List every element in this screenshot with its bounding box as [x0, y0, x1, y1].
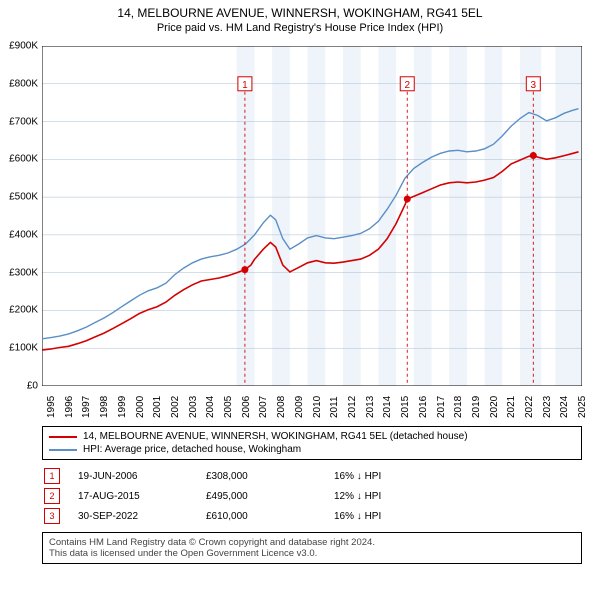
- y-axis-label: £700K: [0, 116, 38, 127]
- legend-label: HPI: Average price, detached house, Woki…: [83, 444, 301, 455]
- legend: 14, MELBOURNE AVENUE, WINNERSH, WOKINGHA…: [42, 426, 582, 460]
- y-axis-label: £800K: [0, 78, 38, 89]
- y-axis-label: £300K: [0, 267, 38, 278]
- svg-text:2: 2: [404, 80, 410, 91]
- sale-date: 19-JUN-2006: [78, 471, 188, 482]
- x-axis-label: 2009: [294, 396, 305, 418]
- x-axis-label: 2018: [453, 396, 464, 418]
- y-axis-label: £500K: [0, 192, 38, 203]
- footer-line-2: This data is licensed under the Open Gov…: [49, 548, 575, 559]
- x-axis-label: 2008: [276, 396, 287, 418]
- title-line-1: 14, MELBOURNE AVENUE, WINNERSH, WOKINGHA…: [0, 6, 600, 20]
- x-axis-label: 1999: [117, 396, 128, 418]
- svg-text:1: 1: [242, 80, 248, 91]
- x-axis-label: 2021: [506, 396, 517, 418]
- x-axis-label: 2024: [559, 396, 570, 418]
- x-axis-label: 1998: [99, 396, 110, 418]
- x-axis-label: 2005: [223, 396, 234, 418]
- x-axis-label: 2007: [258, 396, 269, 418]
- x-axis-label: 2019: [471, 396, 482, 418]
- x-axis-label: 2006: [241, 396, 252, 418]
- x-axis-label: 2004: [205, 396, 216, 418]
- x-axis-label: 2014: [382, 396, 393, 418]
- sale-delta: 16% ↓ HPI: [334, 471, 444, 482]
- x-axis-label: 2017: [436, 396, 447, 418]
- sale-marker-icon: 2: [44, 488, 60, 504]
- x-axis-label: 1996: [64, 396, 75, 418]
- x-axis-label: 1997: [81, 396, 92, 418]
- legend-label: 14, MELBOURNE AVENUE, WINNERSH, WOKINGHA…: [83, 431, 468, 442]
- legend-item-hpi: HPI: Average price, detached house, Woki…: [49, 443, 575, 456]
- sale-price: £308,000: [206, 471, 316, 482]
- sale-date: 17-AUG-2015: [78, 491, 188, 502]
- x-axis-label: 2003: [188, 396, 199, 418]
- y-axis-label: £600K: [0, 154, 38, 165]
- y-axis-label: £200K: [0, 305, 38, 316]
- legend-swatch: [49, 449, 77, 451]
- x-axis-label: 1995: [46, 396, 57, 418]
- x-axis-label: 2001: [152, 396, 163, 418]
- y-axis-label: £900K: [0, 41, 38, 52]
- x-axis-label: 2025: [577, 396, 588, 418]
- x-axis-label: 2002: [170, 396, 181, 418]
- x-axis-label: 2022: [524, 396, 535, 418]
- chart-titles: 14, MELBOURNE AVENUE, WINNERSH, WOKINGHA…: [0, 0, 600, 34]
- legend-swatch: [49, 436, 77, 438]
- y-axis-label: £100K: [0, 343, 38, 354]
- sale-price: £495,000: [206, 491, 316, 502]
- sale-delta: 12% ↓ HPI: [334, 491, 444, 502]
- x-axis-label: 2015: [400, 396, 411, 418]
- sale-delta: 16% ↓ HPI: [334, 511, 444, 522]
- x-axis-label: 2016: [418, 396, 429, 418]
- sale-marker-icon: 3: [44, 508, 60, 524]
- sale-row: 2 17-AUG-2015 £495,000 12% ↓ HPI: [42, 486, 582, 506]
- sale-row: 3 30-SEP-2022 £610,000 16% ↓ HPI: [42, 506, 582, 526]
- x-axis-label: 2013: [365, 396, 376, 418]
- y-axis-label: £400K: [0, 229, 38, 240]
- x-axis-label: 2023: [542, 396, 553, 418]
- x-axis-label: 2010: [312, 396, 323, 418]
- sale-marker-icon: 1: [44, 468, 60, 484]
- sale-price: £610,000: [206, 511, 316, 522]
- x-axis-label: 2000: [135, 396, 146, 418]
- x-axis-label: 2020: [489, 396, 500, 418]
- y-axis-label: £0: [0, 381, 38, 392]
- legend-item-price-paid: 14, MELBOURNE AVENUE, WINNERSH, WOKINGHA…: [49, 430, 575, 443]
- license-footer: Contains HM Land Registry data © Crown c…: [42, 532, 582, 564]
- footer-line-1: Contains HM Land Registry data © Crown c…: [49, 537, 575, 548]
- x-axis-label: 2012: [347, 396, 358, 418]
- svg-text:3: 3: [531, 80, 537, 91]
- line-chart: 1 2 3: [42, 46, 582, 386]
- sale-row: 1 19-JUN-2006 £308,000 16% ↓ HPI: [42, 466, 582, 486]
- sales-table: 1 19-JUN-2006 £308,000 16% ↓ HPI 2 17-AUG-201…: [42, 466, 582, 526]
- title-line-2: Price paid vs. HM Land Registry's House …: [0, 22, 600, 34]
- x-axis-label: 2011: [329, 396, 340, 418]
- chart-area: 123 £0£100K£200K£300K£400K£500K£600K£700…: [42, 46, 582, 386]
- sale-date: 30-SEP-2022: [78, 511, 188, 522]
